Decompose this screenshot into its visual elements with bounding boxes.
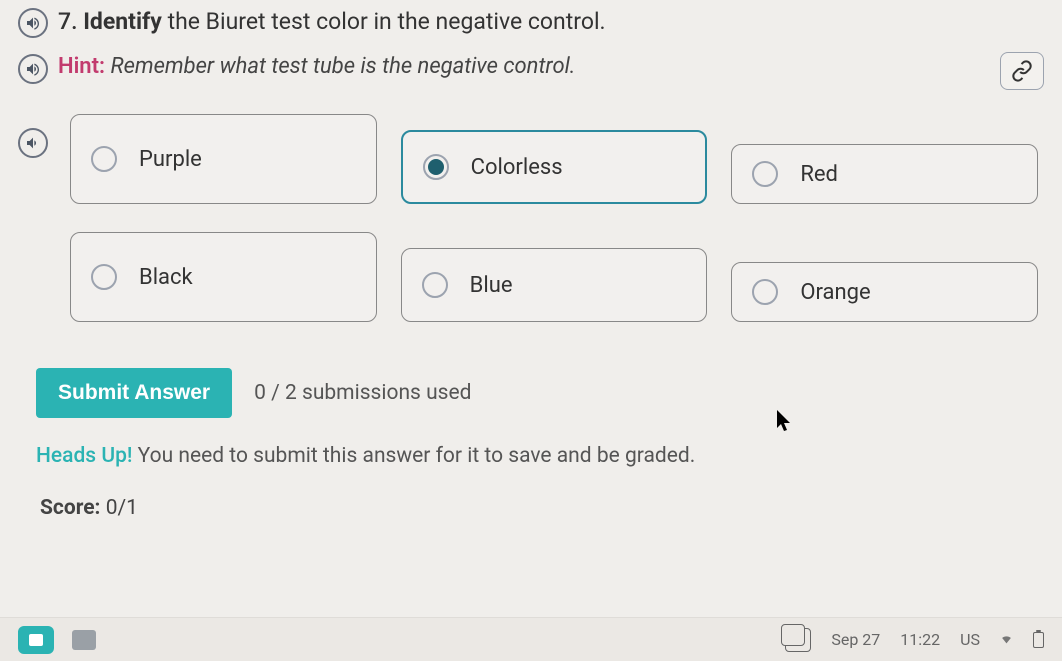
bottom-bar-right: Sep 27 11:22 US [785, 628, 1044, 652]
battery-icon [1033, 632, 1044, 648]
question-number: 7. [58, 8, 77, 35]
status-locale: US [960, 630, 980, 649]
radio-checked-icon [423, 154, 449, 180]
status-date: Sep 27 [831, 630, 880, 649]
copy-icon[interactable] [785, 628, 811, 652]
heads-up-text: You need to submit this answer for it to… [132, 444, 695, 468]
submit-row: Submit Answer 0 / 2 submissions used [36, 368, 1044, 418]
audio-icon-options[interactable] [18, 128, 48, 158]
option-label: Red [800, 162, 838, 187]
hint-text-wrap: Hint: Remember what test tube is the neg… [58, 50, 988, 79]
submissions-used: 0 / 2 submissions used [254, 381, 471, 405]
question-rest: the Biuret test color in the negative co… [162, 8, 606, 35]
radio-unchecked-icon [91, 264, 117, 290]
radio-unchecked-icon [91, 146, 117, 172]
question-verb: Identify [83, 8, 162, 35]
link-icon[interactable] [1000, 52, 1044, 90]
submit-answer-button[interactable]: Submit Answer [36, 368, 232, 418]
score-value: 0/1 [100, 496, 137, 520]
options-grid: Purple Colorless Red Black Blue Orange [70, 114, 1038, 322]
audio-icon-question[interactable] [18, 8, 48, 38]
option-orange[interactable]: Orange [731, 262, 1038, 322]
heads-up-label: Heads Up! [36, 444, 132, 468]
question-card: 7. Identify the Biuret test color in the… [0, 0, 1062, 520]
wifi-icon [1000, 630, 1013, 649]
option-colorless[interactable]: Colorless [401, 130, 708, 204]
status-time: 11:22 [900, 630, 940, 649]
option-label: Orange [800, 280, 870, 305]
hint-text: Remember what test tube is the negative … [110, 54, 575, 79]
option-label: Blue [470, 273, 513, 298]
option-black[interactable]: Black [70, 232, 377, 322]
app-chip-icon[interactable] [18, 626, 54, 654]
question-row: 7. Identify the Biuret test color in the… [18, 4, 1044, 38]
score-line: Score: 0/1 [40, 496, 1044, 520]
option-blue[interactable]: Blue [401, 248, 708, 322]
heads-up-line: Heads Up! You need to submit this answer… [36, 444, 1044, 468]
bottom-bar: Sep 27 11:22 US [0, 617, 1062, 661]
hint-row: Hint: Remember what test tube is the neg… [18, 50, 1044, 90]
options-row: Purple Colorless Red Black Blue Orange [18, 114, 1044, 322]
radio-unchecked-icon [752, 279, 778, 305]
score-label: Score: [40, 496, 100, 520]
audio-icon-hint[interactable] [18, 54, 48, 84]
option-purple[interactable]: Purple [70, 114, 377, 204]
user-chip-icon[interactable] [72, 630, 96, 650]
radio-unchecked-icon [752, 161, 778, 187]
bottom-bar-left [18, 626, 96, 654]
option-label: Purple [139, 147, 202, 172]
option-label: Colorless [471, 155, 563, 180]
radio-unchecked-icon [422, 272, 448, 298]
option-red[interactable]: Red [731, 144, 1038, 204]
option-label: Black [139, 265, 193, 290]
hint-label: Hint: [58, 54, 105, 79]
question-text: 7. Identify the Biuret test color in the… [58, 4, 1044, 35]
